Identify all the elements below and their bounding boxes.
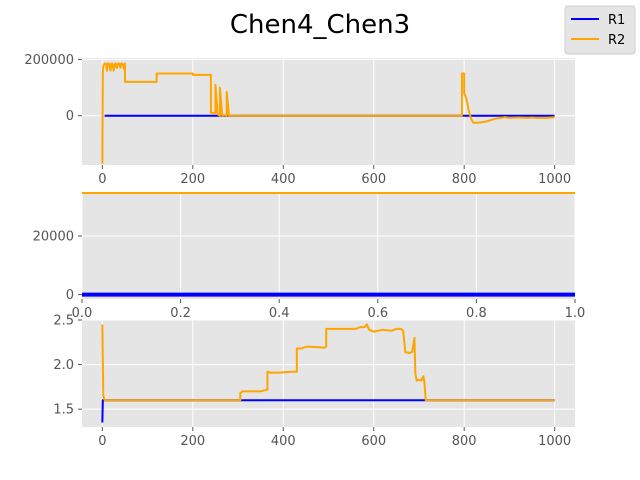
y-tick-label: 1.5 xyxy=(53,403,74,418)
subplot-2: 0.0 0.2 0.4 0.6 0.8 1.0 0 20000 xyxy=(33,192,586,321)
legend: R1 R2 xyxy=(564,5,636,55)
x-tick-label: 400 xyxy=(271,172,296,187)
series-line-r1 xyxy=(101,399,555,423)
x-tick-label: 0 xyxy=(98,434,106,449)
x-tick-label: 600 xyxy=(361,172,386,187)
plot-area xyxy=(82,58,575,165)
y-tick-label: 20000 xyxy=(33,229,74,244)
x-tick-label: 800 xyxy=(452,434,477,449)
x-tick-label: 200 xyxy=(180,434,205,449)
plot-area xyxy=(82,320,575,427)
x-tick-label: 200 xyxy=(180,172,205,187)
x-tick-label: 800 xyxy=(452,172,477,187)
y-tick-label: 200000 xyxy=(24,53,74,68)
subplot-3: 0 200 400 600 800 1000 1.5 2.0 2.5 xyxy=(53,314,575,449)
legend-label-r1: R1 xyxy=(608,13,625,28)
x-tick-label: 0.0 xyxy=(72,306,93,321)
x-tick-label: 400 xyxy=(271,434,296,449)
x-tick-label: 0.4 xyxy=(269,306,290,321)
y-tick-label: 0 xyxy=(66,109,74,124)
x-tick-label: 0.6 xyxy=(367,306,388,321)
x-tick-label: 600 xyxy=(361,434,386,449)
x-tick-label: 0.2 xyxy=(170,306,191,321)
y-tick-label: 2.0 xyxy=(53,358,74,373)
legend-label-r2: R2 xyxy=(608,33,625,48)
x-tick-label: 1.0 xyxy=(565,306,586,321)
series-line-r2 xyxy=(101,62,555,164)
x-tick-label: 0.8 xyxy=(466,306,487,321)
chart-title: Chen4_Chen3 xyxy=(230,10,410,40)
x-tick-label: 0 xyxy=(98,172,106,187)
x-tick-label: 1000 xyxy=(538,172,571,187)
plot-area xyxy=(82,192,575,299)
y-tick-label: 0 xyxy=(66,288,74,303)
y-tick-label: 2.5 xyxy=(53,314,74,329)
series-line-r2 xyxy=(101,323,555,402)
x-tick-label: 1000 xyxy=(538,434,571,449)
subplot-1: 0 200 400 600 800 1000 0 200000 xyxy=(24,53,575,187)
